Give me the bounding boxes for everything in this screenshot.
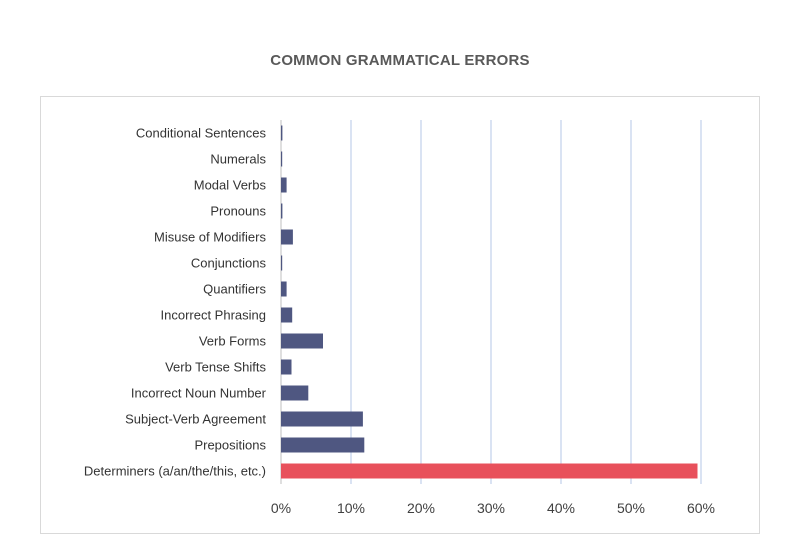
category-label: Prepositions [194,438,266,453]
bar [281,333,323,349]
bar [281,203,283,219]
category-label: Quantifiers [203,282,266,297]
bar [281,307,293,323]
category-label: Pronouns [210,204,266,219]
x-tick-label: 30% [477,500,505,516]
bar [281,359,292,375]
category-label: Conjunctions [191,256,267,271]
bar [281,411,363,427]
category-label: Incorrect Phrasing [161,308,267,323]
category-label: Misuse of Modifiers [154,230,266,245]
x-tick-label: 60% [687,500,715,516]
bar [281,125,283,141]
x-tick-label: 10% [337,500,365,516]
plot-area-frame [40,96,760,534]
category-label: Verb Tense Shifts [165,360,266,375]
category-label: Modal Verbs [194,178,267,193]
bar [281,437,365,453]
x-tick-label: 0% [271,500,291,516]
bar [281,281,287,297]
category-label: Determiners (a/an/the/this, etc.) [84,464,266,479]
x-tick-label: 20% [407,500,435,516]
bar [281,177,287,193]
bar [281,229,293,245]
category-label: Numerals [210,152,266,167]
x-tick-label: 40% [547,500,575,516]
category-label: Verb Forms [199,334,267,349]
bar [281,255,283,271]
chart-title: COMMON GRAMMATICAL ERRORS [270,52,530,69]
category-label: Conditional Sentences [136,126,267,141]
bar [281,463,698,479]
category-label: Subject-Verb Agreement [125,412,266,427]
x-tick-label: 50% [617,500,645,516]
bar [281,385,309,401]
category-label: Incorrect Noun Number [131,386,267,401]
bar [281,151,283,167]
